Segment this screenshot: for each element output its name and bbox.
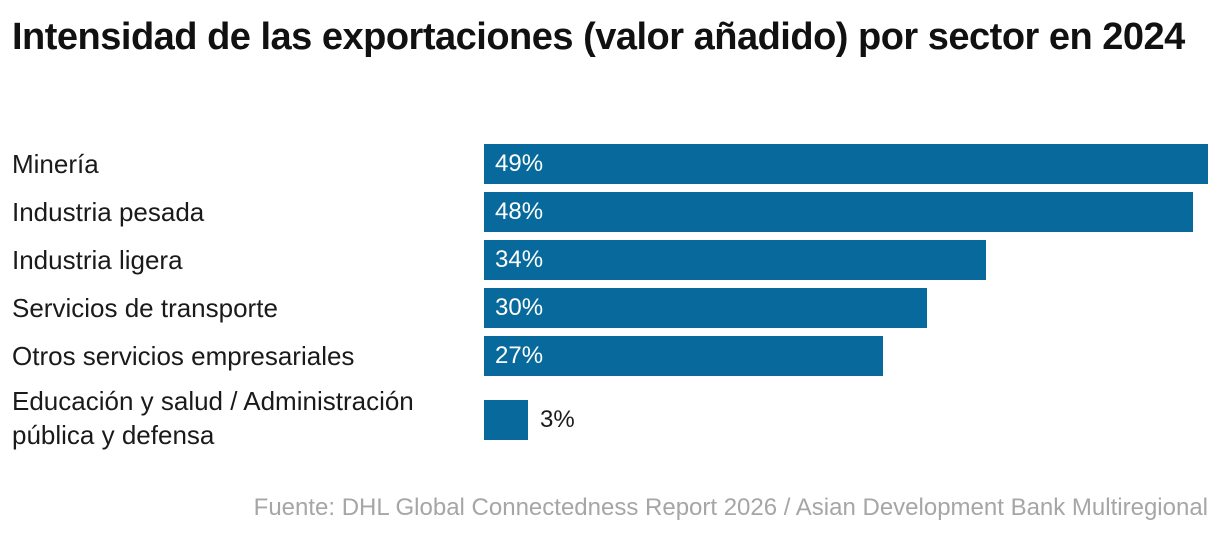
category-label: Educación y salud / Administración públi… [12,386,414,450]
bar [484,144,1208,184]
category-label: Otros servicios empresariales [12,341,355,371]
bar [484,336,883,376]
category-label: Industria pesada [12,197,205,227]
data-label: 49% [495,150,544,177]
category-label: Industria ligera [12,245,183,275]
data-label: 34% [495,246,544,273]
chart-title: Intensidad de las exportaciones (valor a… [12,16,1185,58]
bar [484,192,1193,232]
bar [484,240,986,280]
category-label: Servicios de transporte [12,293,278,323]
bar [484,288,927,328]
data-label: 27% [495,342,544,369]
data-label: 30% [495,294,544,321]
data-label: 3% [540,406,575,433]
category-label: Minería [12,149,99,179]
bar [484,400,528,440]
source-note: Fuente: DHL Global Connectedness Report … [253,494,1208,521]
data-label: 48% [495,198,544,225]
